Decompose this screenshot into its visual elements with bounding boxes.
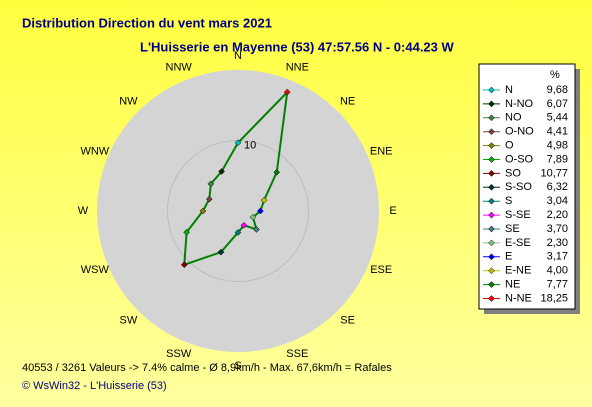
legend-label: E-NE <box>505 265 531 277</box>
direction-label: SE <box>340 315 355 327</box>
direction-label: SSW <box>166 348 192 360</box>
wind-marker <box>253 226 260 233</box>
legend-value: 4,00 <box>547 265 568 277</box>
legend-label: NO <box>505 112 522 124</box>
legend-label: S-SO <box>505 181 532 193</box>
chart-subtitle: L'Huisserie en Mayenne (53) 47:57.56 N -… <box>140 39 455 54</box>
direction-label: SSE <box>286 348 308 360</box>
direction-label: ENE <box>370 146 393 158</box>
legend-marker <box>488 295 495 302</box>
legend-marker <box>488 86 495 94</box>
legend-label: S <box>505 195 512 207</box>
direction-label: S <box>234 360 241 372</box>
legend-label: N <box>505 84 513 96</box>
legend <box>478 63 576 310</box>
chart-title: Distribution Direction du vent mars 2021 <box>22 15 272 30</box>
legend-value: 10,77 <box>540 167 568 179</box>
wind-marker <box>240 221 248 229</box>
legend-value: 6,07 <box>547 98 568 110</box>
r-tick-label: 10 <box>244 139 256 151</box>
direction-label: SW <box>120 315 138 327</box>
direction-label: E <box>389 205 396 217</box>
direction-label: N <box>234 50 242 62</box>
legend-value: 3,04 <box>547 195 568 207</box>
legend-marker <box>488 281 495 288</box>
wind-marker <box>234 229 242 236</box>
legend-marker <box>488 253 495 261</box>
legend-label: SE <box>505 223 520 235</box>
wind-marker <box>283 88 291 96</box>
legend-value: 18,25 <box>540 292 568 304</box>
wind-marker <box>207 180 215 188</box>
legend-label: S-SE <box>505 209 531 221</box>
wind-marker <box>205 195 213 203</box>
legend-marker <box>488 225 495 233</box>
legend-value: 3,17 <box>547 251 568 263</box>
legend-marker <box>488 211 495 219</box>
legend-label: SO <box>505 167 521 179</box>
wind-marker <box>256 207 264 215</box>
footer: 40553 / 3261 Valeurs -> 7.4% calme - Ø 8… <box>22 362 392 374</box>
legend-label: N-NO <box>505 98 534 110</box>
direction-label: NNE <box>286 62 309 74</box>
legend-marker <box>488 114 495 122</box>
legend-value: 2,20 <box>547 209 568 221</box>
direction-label: ESE <box>370 264 392 276</box>
legend-value: 7,77 <box>547 279 568 291</box>
direction-label: WSW <box>81 264 110 276</box>
legend-marker <box>488 170 495 177</box>
plot-area <box>97 70 379 352</box>
wind-marker <box>218 168 225 175</box>
legend-value: 5,44 <box>547 112 568 124</box>
legend-header: % <box>550 69 560 81</box>
wind-marker <box>183 228 190 236</box>
direction-label: NE <box>340 95 355 107</box>
legend-label: E <box>505 251 512 263</box>
legend-marker <box>488 183 495 191</box>
legend-value: 3,70 <box>547 223 568 235</box>
legend-value: 7,89 <box>547 153 568 165</box>
wind-marker <box>180 261 188 269</box>
wind-marker <box>234 139 242 147</box>
legend-marker <box>488 142 495 149</box>
legend-label: E-SE <box>505 237 531 249</box>
direction-label: WNW <box>80 146 109 158</box>
direction-label: W <box>78 205 89 217</box>
wind-marker <box>260 196 268 204</box>
legend-value: 4,41 <box>547 126 568 138</box>
legend-label: O-NO <box>505 126 534 138</box>
legend-marker <box>488 100 495 108</box>
legend-value: 9,68 <box>547 84 568 96</box>
wind-marker <box>217 248 225 256</box>
wind-marker <box>199 207 207 215</box>
wind-marker <box>273 168 281 176</box>
legend-marker <box>488 239 495 247</box>
credit: © WsWin32 - L'Huisserie (53) <box>22 380 167 392</box>
legend-value: 4,98 <box>547 140 568 152</box>
legend-label: O <box>505 140 514 152</box>
legend-value: 2,30 <box>547 237 568 249</box>
legend-value: 6,32 <box>547 181 568 193</box>
direction-label: NW <box>119 95 138 107</box>
wind-marker <box>249 213 257 221</box>
direction-label: NNW <box>166 62 193 74</box>
legend-label: O-SO <box>505 153 534 165</box>
legend-marker <box>488 197 495 205</box>
legend-label: NE <box>505 279 520 291</box>
legend-marker <box>488 267 495 275</box>
legend-marker <box>488 156 495 163</box>
legend-marker <box>488 128 495 136</box>
legend-label: N-NE <box>505 292 532 304</box>
